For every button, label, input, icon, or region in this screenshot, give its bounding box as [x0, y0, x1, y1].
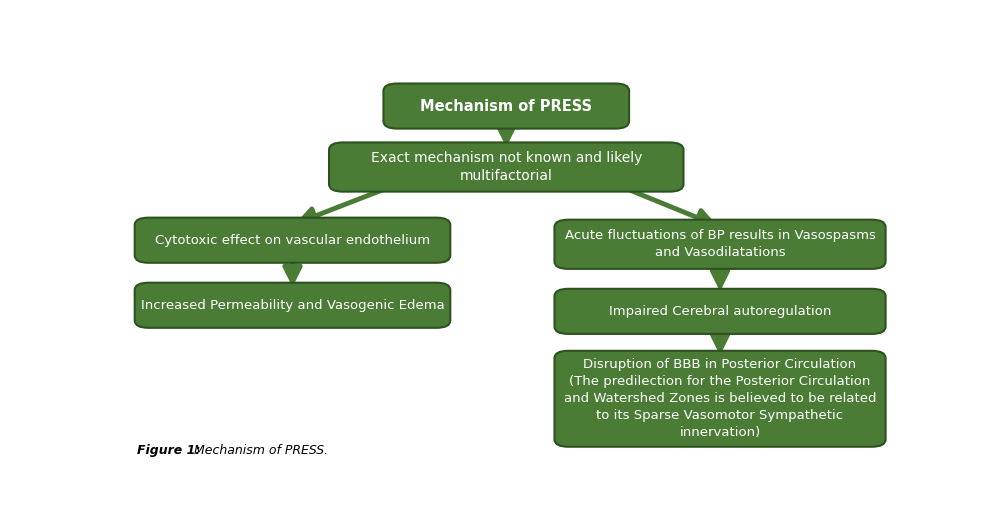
Text: Mechanism of PRESS.: Mechanism of PRESS. [189, 444, 328, 457]
FancyBboxPatch shape [134, 218, 450, 263]
Text: Exact mechanism not known and likely
multifactorial: Exact mechanism not known and likely mul… [370, 151, 641, 183]
Text: Disruption of BBB in Posterior Circulation
(The predilection for the Posterior C: Disruption of BBB in Posterior Circulati… [563, 359, 876, 439]
FancyBboxPatch shape [554, 289, 885, 334]
FancyBboxPatch shape [134, 282, 450, 328]
Text: Figure 1:: Figure 1: [137, 444, 200, 457]
FancyBboxPatch shape [383, 83, 628, 129]
Text: Acute fluctuations of BP results in Vasospasms
and Vasodilatations: Acute fluctuations of BP results in Vaso… [564, 229, 875, 259]
Text: Impaired Cerebral autoregulation: Impaired Cerebral autoregulation [608, 305, 831, 318]
Text: Cytotoxic effect on vascular endothelium: Cytotoxic effect on vascular endothelium [154, 234, 430, 247]
Text: Increased Permeability and Vasogenic Edema: Increased Permeability and Vasogenic Ede… [140, 299, 444, 312]
FancyBboxPatch shape [329, 143, 682, 192]
Text: Mechanism of PRESS: Mechanism of PRESS [420, 99, 592, 114]
FancyBboxPatch shape [554, 220, 885, 269]
FancyBboxPatch shape [554, 351, 885, 447]
